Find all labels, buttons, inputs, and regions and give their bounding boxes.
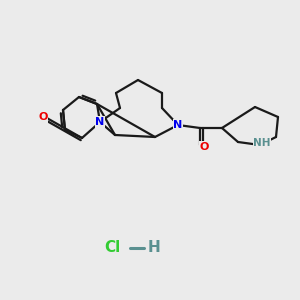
Text: NH: NH [253,138,271,148]
Text: H: H [148,241,160,256]
Text: Cl: Cl [104,241,120,256]
Text: N: N [95,117,105,127]
Text: N: N [173,120,183,130]
Text: O: O [199,142,209,152]
Text: O: O [38,112,48,122]
